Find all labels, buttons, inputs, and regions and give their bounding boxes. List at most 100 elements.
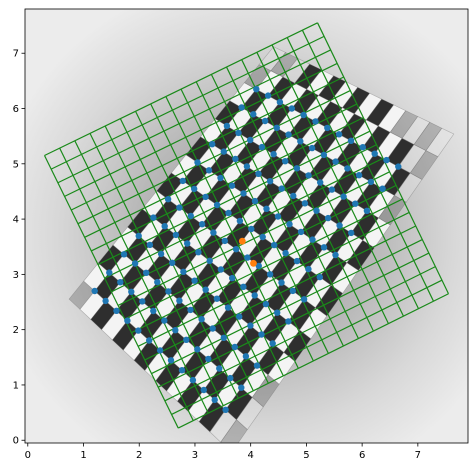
detected-point xyxy=(238,104,245,111)
x-tick-label: 5 xyxy=(303,450,309,461)
detected-point xyxy=(167,357,175,364)
detected-point xyxy=(371,150,378,157)
overlay-grid-line xyxy=(91,117,364,252)
detected-point xyxy=(191,185,198,193)
detected-point xyxy=(266,271,274,278)
detected-point xyxy=(332,158,339,165)
detected-point xyxy=(221,237,228,245)
overlay-grid-line xyxy=(84,103,358,238)
x-tick-label: 7 xyxy=(415,450,421,461)
detected-point xyxy=(172,327,179,334)
detected-point xyxy=(359,144,366,151)
detected-point xyxy=(157,250,165,258)
detected-point xyxy=(383,156,390,164)
detected-point xyxy=(305,172,312,179)
detected-point xyxy=(243,163,251,170)
detected-point xyxy=(202,286,209,293)
detected-point xyxy=(216,365,223,372)
detected-point xyxy=(180,268,187,275)
detected-point xyxy=(282,158,289,165)
detected-point xyxy=(194,346,201,353)
detected-point xyxy=(262,300,270,308)
overlay-grid-line xyxy=(144,225,417,361)
detected-point xyxy=(240,283,247,290)
detected-point xyxy=(191,277,198,284)
detected-point xyxy=(183,336,190,343)
detected-point xyxy=(271,241,278,249)
detected-point xyxy=(150,214,157,221)
detected-point xyxy=(220,148,227,155)
y-tick-label: 7 xyxy=(13,49,19,60)
detected-point xyxy=(172,231,180,239)
y-tick-label: 4 xyxy=(13,215,19,226)
detected-point xyxy=(328,186,336,193)
detected-point xyxy=(236,217,244,225)
detected-point xyxy=(242,353,250,360)
detected-point xyxy=(135,327,142,334)
overlay-grid-line xyxy=(137,211,410,347)
y-axis: 0 1 2 3 4 5 6 7 xyxy=(13,49,25,447)
detected-point xyxy=(308,144,316,152)
detected-point xyxy=(332,251,339,259)
y-tick-label: 2 xyxy=(13,325,19,336)
detected-point xyxy=(120,251,128,258)
overlay-grid-line xyxy=(104,144,377,279)
detected-point xyxy=(117,279,124,286)
overlay-grid-line xyxy=(164,266,436,402)
x-tick-label: 0 xyxy=(25,450,31,461)
detected-point xyxy=(273,124,280,131)
detected-point xyxy=(259,233,266,241)
detected-point xyxy=(229,274,236,282)
detected-point xyxy=(232,155,239,163)
detected-point xyxy=(205,355,212,363)
detected-point xyxy=(176,297,183,304)
detected-point xyxy=(231,343,238,351)
checker-tile xyxy=(425,127,455,158)
detected-point xyxy=(312,118,319,125)
detected-point xyxy=(217,266,225,273)
detected-point xyxy=(313,207,320,214)
detected-point xyxy=(285,318,292,325)
detected-point xyxy=(367,178,375,186)
detected-point xyxy=(250,111,257,118)
y-tick-label: 3 xyxy=(13,270,19,281)
overlay-grid-line xyxy=(171,279,443,415)
x-tick-label: 2 xyxy=(136,450,142,461)
detected-point xyxy=(363,207,371,214)
detected-point xyxy=(270,151,277,158)
detected-point xyxy=(335,131,343,138)
detected-point xyxy=(102,297,109,305)
detected-point xyxy=(301,200,309,207)
detected-point xyxy=(258,143,266,151)
detected-point xyxy=(91,287,98,295)
detected-point xyxy=(240,190,247,197)
x-axis: 0 1 2 3 4 5 6 7 xyxy=(25,443,421,461)
detected-point xyxy=(336,222,343,229)
detected-point xyxy=(238,384,245,391)
detected-point xyxy=(264,92,272,99)
detected-point xyxy=(178,367,186,374)
detected-point xyxy=(150,307,157,315)
highlight-point xyxy=(250,259,257,267)
detected-point xyxy=(156,347,164,354)
overlay-grid-line xyxy=(44,22,318,157)
detected-point xyxy=(309,236,316,243)
detected-point xyxy=(220,334,227,341)
detected-point xyxy=(297,228,305,236)
y-tick-label: 0 xyxy=(13,436,19,447)
overlay-grid-line xyxy=(50,35,325,170)
detected-point xyxy=(293,165,301,172)
detected-point xyxy=(198,221,206,228)
detected-point xyxy=(352,200,359,207)
detected-point xyxy=(340,193,347,200)
detected-point xyxy=(146,337,153,344)
detected-point xyxy=(205,167,213,174)
detected-point xyxy=(305,265,312,273)
detected-point xyxy=(194,159,201,166)
detected-point xyxy=(251,197,259,205)
detected-point xyxy=(128,288,135,295)
detected-point xyxy=(198,316,205,323)
detected-point xyxy=(187,306,194,314)
detected-point xyxy=(206,257,213,264)
detected-point xyxy=(225,209,232,217)
